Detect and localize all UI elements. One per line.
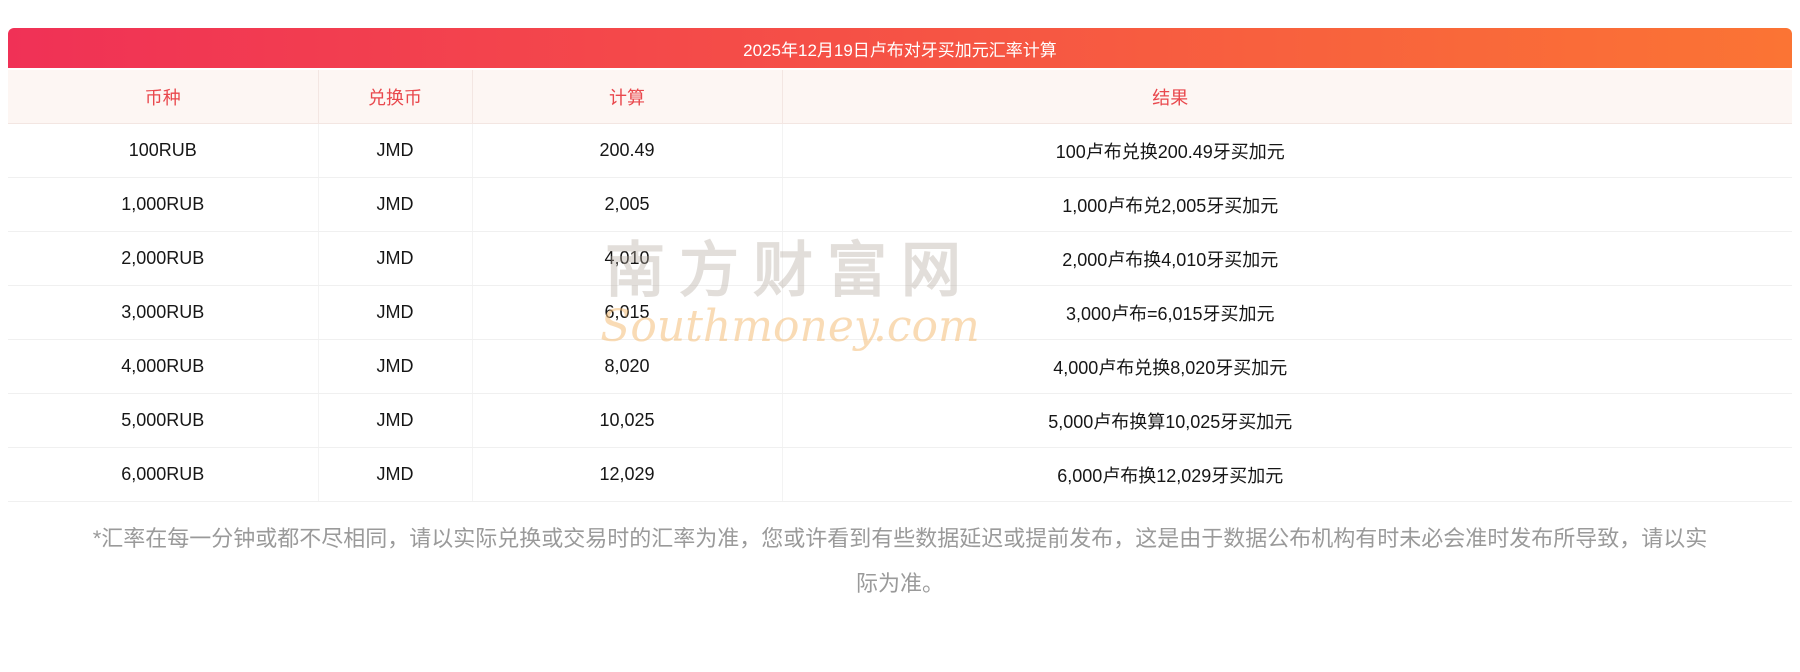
table-title-bar: 2025年12月19日卢布对牙买加元汇率计算 xyxy=(8,28,1792,68)
page: 2025年12月19日卢布对牙买加元汇率计算 币种 兑换币 计算 结果 100RUB J… xyxy=(8,28,1792,597)
cell-currency: 3,000RUB xyxy=(8,285,319,340)
column-header-currency: 币种 xyxy=(8,70,319,124)
table-row: 1,000RUB JMD 2,005 1,000卢布兑2,005牙买加元 xyxy=(8,177,1792,232)
cell-exchange-currency: JMD xyxy=(318,447,473,502)
cell-result: 1,000卢布兑2,005牙买加元 xyxy=(782,177,1792,232)
cell-currency: 6,000RUB xyxy=(8,447,319,502)
cell-result: 5,000卢布换算10,025牙买加元 xyxy=(782,393,1792,448)
cell-result: 6,000卢布换12,029牙买加元 xyxy=(782,447,1792,502)
cell-result: 4,000卢布兑换8,020牙买加元 xyxy=(782,339,1792,394)
cell-calculation: 4,010 xyxy=(472,231,783,286)
table-row: 3,000RUB JMD 6,015 3,000卢布=6,015牙买加元 xyxy=(8,285,1792,340)
cell-calculation: 12,029 xyxy=(472,447,783,502)
cell-currency: 5,000RUB xyxy=(8,393,319,448)
cell-calculation: 8,020 xyxy=(472,339,783,394)
column-header-calculation: 计算 xyxy=(472,70,783,124)
column-header-exchange-currency: 兑换币 xyxy=(318,70,473,124)
cell-calculation: 6,015 xyxy=(472,285,783,340)
column-header-result: 结果 xyxy=(782,70,1792,124)
cell-calculation: 200.49 xyxy=(472,123,783,178)
cell-currency: 2,000RUB xyxy=(8,231,319,286)
cell-calculation: 2,005 xyxy=(472,177,783,232)
cell-exchange-currency: JMD xyxy=(318,285,473,340)
cell-result: 3,000卢布=6,015牙买加元 xyxy=(782,285,1792,340)
table-header-row: 币种 兑换币 计算 结果 xyxy=(8,70,1792,124)
cell-result: 100卢布兑换200.49牙买加元 xyxy=(782,123,1792,178)
table-row: 100RUB JMD 200.49 100卢布兑换200.49牙买加元 xyxy=(8,123,1792,178)
cell-currency: 4,000RUB xyxy=(8,339,319,394)
cell-exchange-currency: JMD xyxy=(318,177,473,232)
cell-currency: 1,000RUB xyxy=(8,177,319,232)
table-body: 100RUB JMD 200.49 100卢布兑换200.49牙买加元 1,000RUB… xyxy=(8,123,1792,502)
table-row: 4,000RUB JMD 8,020 4,000卢布兑换8,020牙买加元 xyxy=(8,339,1792,394)
cell-result: 2,000卢布换4,010牙买加元 xyxy=(782,231,1792,286)
page-title: 2025年12月19日卢布对牙买加元汇率计算 xyxy=(743,40,1057,60)
cell-exchange-currency: JMD xyxy=(318,339,473,394)
cell-calculation: 10,025 xyxy=(472,393,783,448)
cell-exchange-currency: JMD xyxy=(318,393,473,448)
table-row: 2,000RUB JMD 4,010 2,000卢布换4,010牙买加元 xyxy=(8,231,1792,286)
exchange-rate-table: 币种 兑换币 计算 结果 100RUB JMD 200.49 100卢布兑换200.49牙买… xyxy=(8,70,1792,502)
cell-exchange-currency: JMD xyxy=(318,123,473,178)
footer-note: *汇率在每一分钟或都不尽相同，请以实际兑换或交易时的汇率为准，您或许看到有些数据… xyxy=(92,526,1708,597)
cell-exchange-currency: JMD xyxy=(318,231,473,286)
cell-currency: 100RUB xyxy=(8,123,319,178)
table-row: 6,000RUB JMD 12,029 6,000卢布换12,029牙买加元 xyxy=(8,447,1792,502)
table-row: 5,000RUB JMD 10,025 5,000卢布换算10,025牙买加元 xyxy=(8,393,1792,448)
